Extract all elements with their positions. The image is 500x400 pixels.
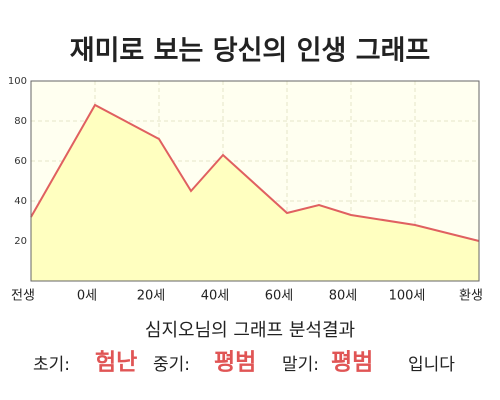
y-tick-label: 40 (14, 196, 27, 207)
result-ending: 입니다 (408, 355, 455, 375)
y-tick-label: 100 (8, 76, 27, 87)
result-label: 중기: (153, 355, 190, 375)
result-value: 험난 (95, 350, 137, 376)
line (30, 103, 480, 242)
x-tick-label: 40세 (201, 289, 230, 304)
result-label: 말기: (282, 355, 319, 375)
analysis-title: 심지오님의 그래프 분석결과 (145, 320, 355, 341)
plot-border (30, 80, 480, 282)
x-tick-label: 80세 (329, 289, 358, 304)
x-tick-label: 100세 (389, 289, 426, 304)
y-tick-label: 80 (14, 116, 27, 127)
x-tick-label: 전생 (11, 289, 35, 304)
x-tick-label: 20세 (137, 289, 166, 304)
result-label: 초기: (33, 355, 70, 375)
x-tick-label: 환생 (459, 289, 483, 304)
y-tick-label: 20 (14, 236, 27, 247)
x-tick-label: 0세 (77, 289, 97, 304)
chart-title: 재미로 보는 당신의 인생 그래프 (70, 36, 431, 67)
y-tick-label: 60 (14, 156, 27, 167)
result-value: 평범 (214, 350, 256, 376)
x-tick-label: 60세 (265, 289, 294, 304)
result-value: 평범 (331, 350, 373, 376)
area-fill (31, 105, 479, 281)
